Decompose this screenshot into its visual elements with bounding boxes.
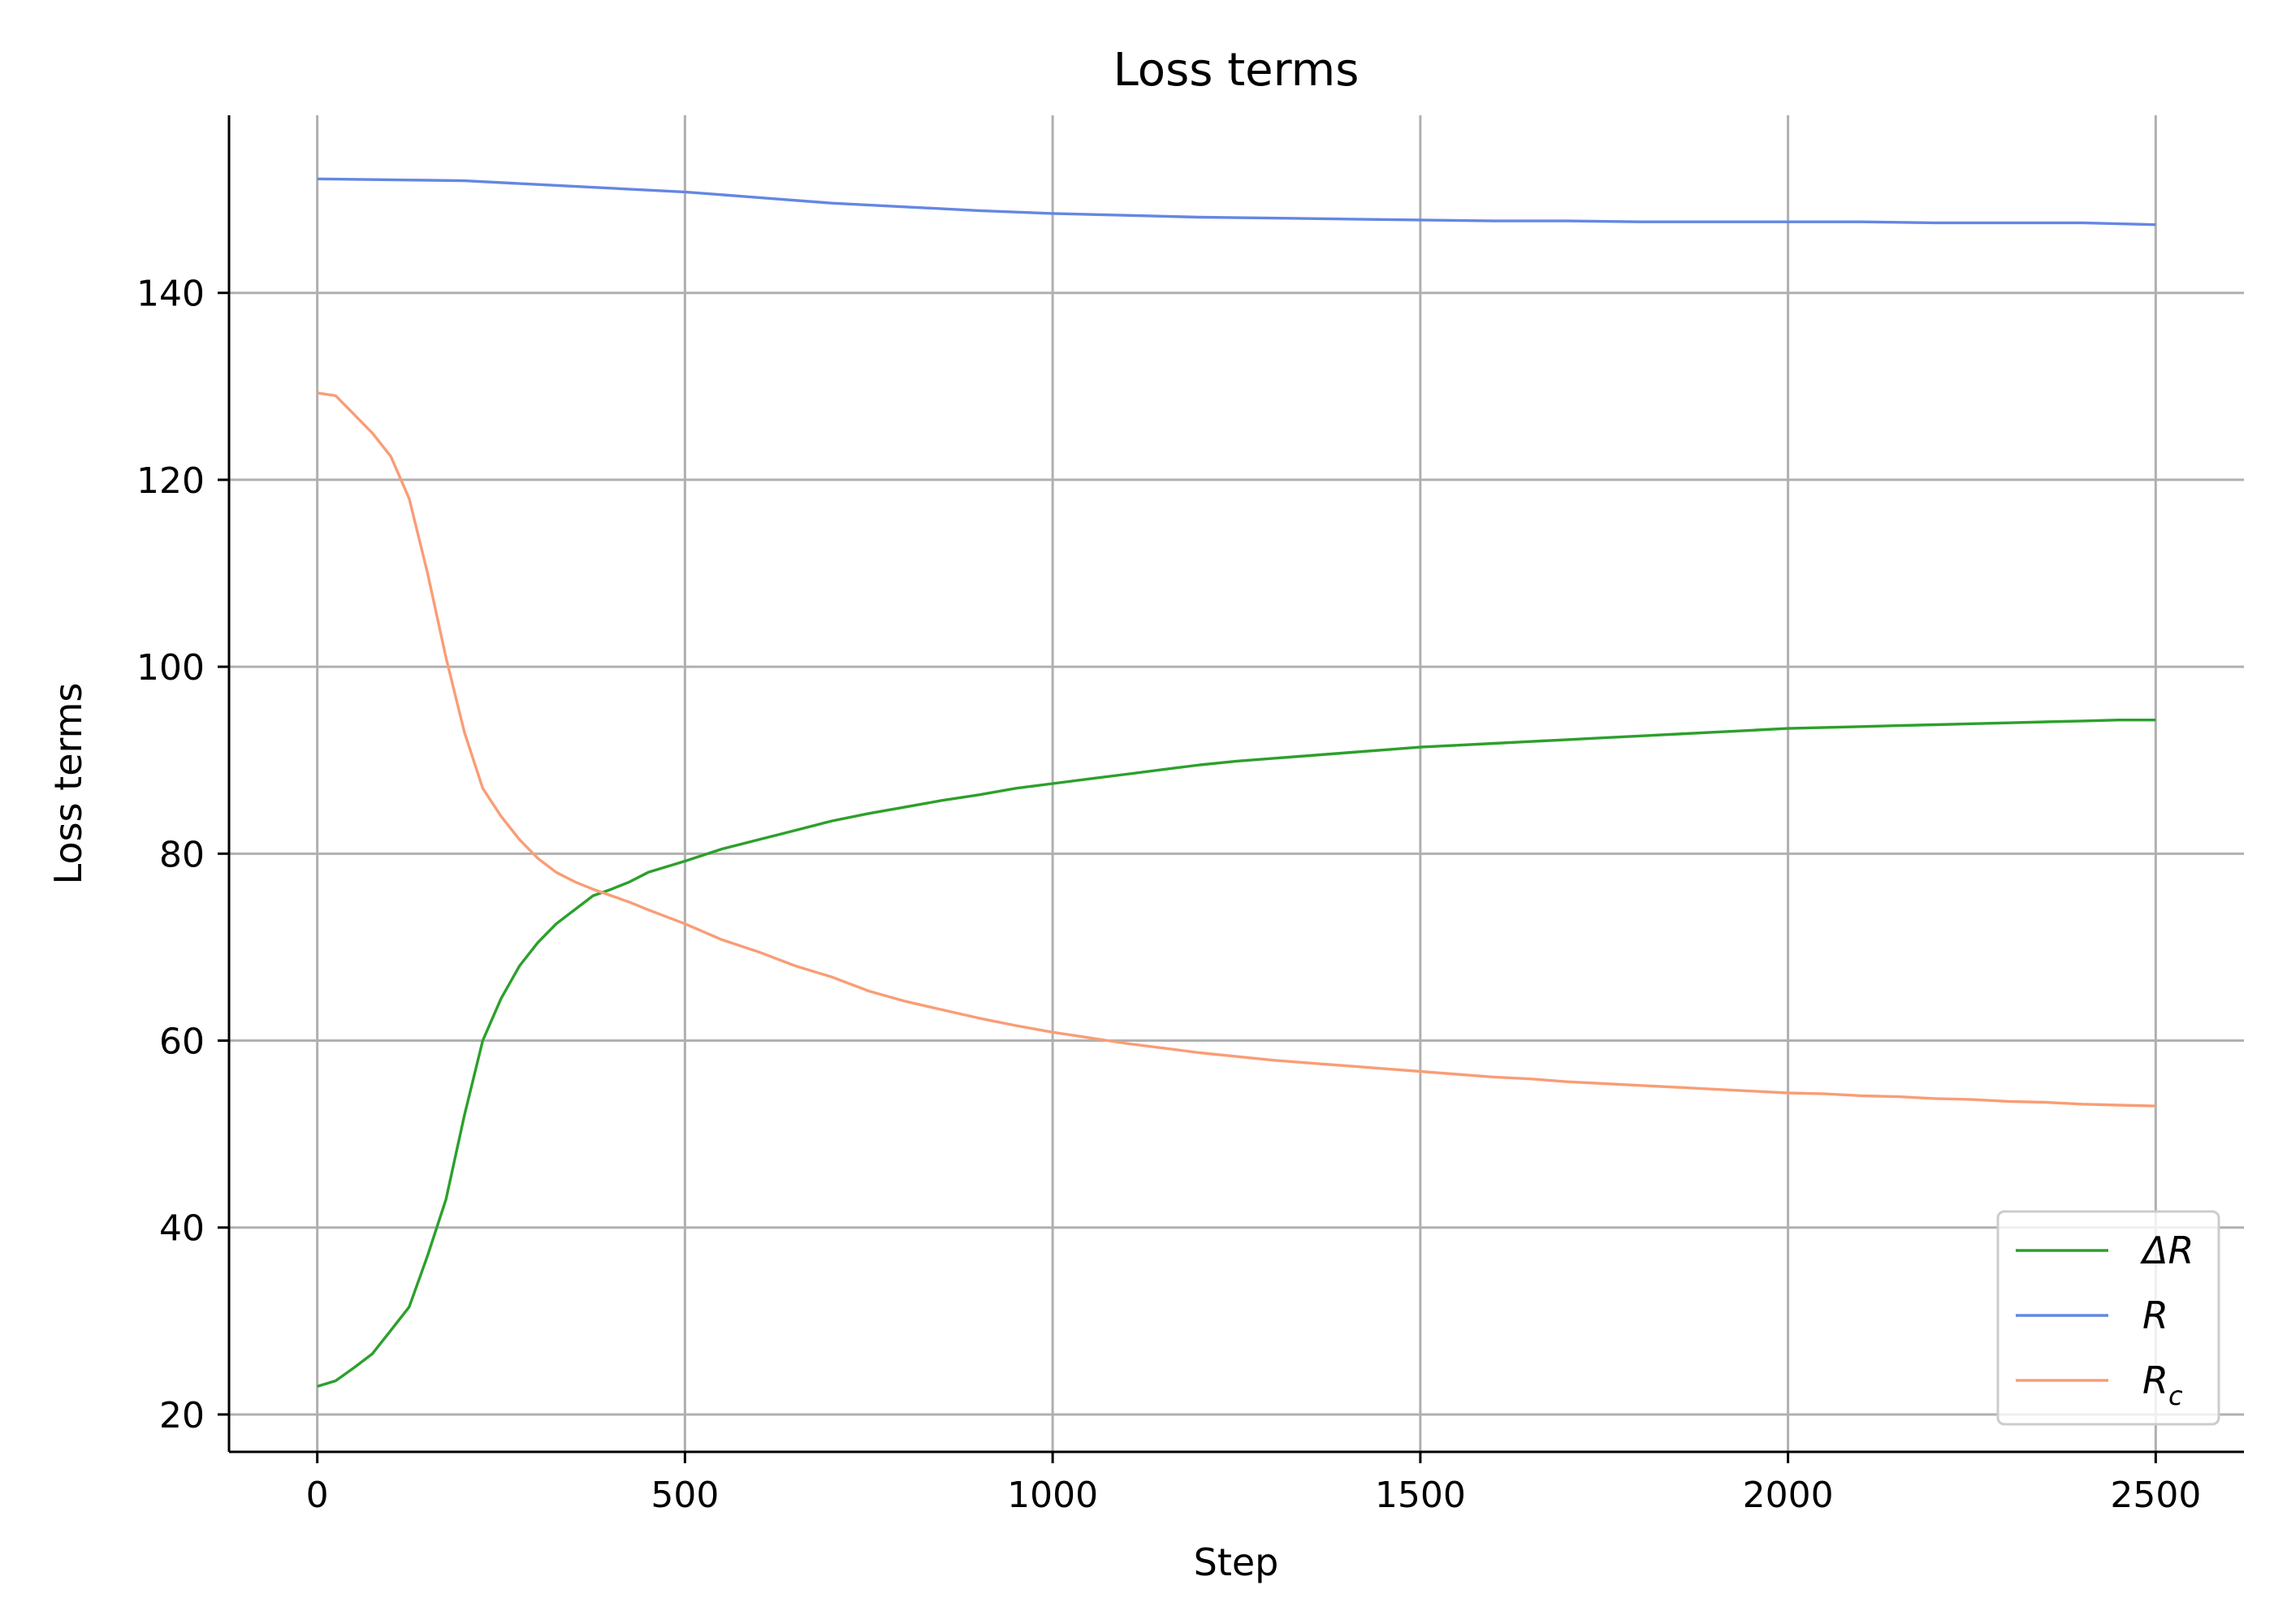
y-tick-label: 80 xyxy=(159,834,205,875)
legend-delta-symbol: ΔR xyxy=(2140,1229,2194,1272)
tick-labels: 0 500 1000 1500 2000 2500 20 40 60 80 100 120 140 xyxy=(136,274,2201,1516)
y-tick-label: 120 xyxy=(136,460,205,502)
y-tick-label: 20 xyxy=(159,1395,205,1436)
x-axis-label: Step xyxy=(1194,1540,1279,1584)
x-tick-label: 500 xyxy=(651,1475,719,1516)
legend-label-delta-r: ΔR xyxy=(2140,1229,2194,1272)
plot-area xyxy=(317,177,2156,1389)
y-tick-label: 40 xyxy=(159,1208,205,1250)
grid-lines xyxy=(229,115,2244,1452)
y-axis-label: Loss terms xyxy=(46,683,90,885)
y-tick-label: 140 xyxy=(136,274,205,315)
legend-r-c-subscript: c xyxy=(2168,1380,2183,1411)
r-series-line xyxy=(317,177,2156,227)
x-tick-label: 0 xyxy=(306,1475,329,1516)
legend-box xyxy=(1996,1210,2220,1426)
legend: ΔR R Rc xyxy=(1996,1210,2220,1426)
legend-r-c-main: R xyxy=(2142,1358,2168,1402)
r-c-series-line xyxy=(317,391,2156,1108)
legend-label-r: R xyxy=(2142,1294,2168,1337)
x-tick-label: 2000 xyxy=(1743,1475,1834,1516)
y-tick-label: 60 xyxy=(159,1021,205,1063)
legend-r-text: R xyxy=(2142,1294,2168,1337)
delta-r-series-line xyxy=(317,719,2156,1389)
x-tick-label: 2500 xyxy=(2110,1475,2201,1516)
y-tick-label: 100 xyxy=(136,647,205,689)
tick-marks xyxy=(218,292,2157,1463)
chart-title: Loss terms xyxy=(1113,44,1360,97)
legend-label-r-c: Rc xyxy=(2142,1358,2183,1411)
x-tick-label: 1500 xyxy=(1375,1475,1466,1516)
axes xyxy=(227,115,2244,1453)
x-tick-label: 1000 xyxy=(1007,1475,1098,1516)
